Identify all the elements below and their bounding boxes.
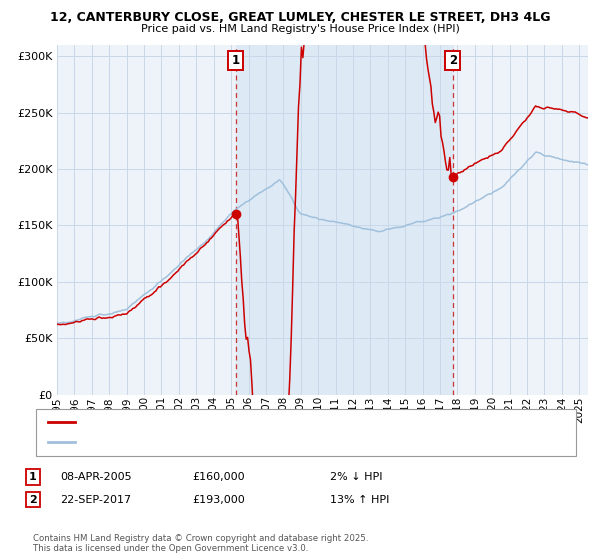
Text: 1: 1: [232, 54, 240, 67]
Text: Contains HM Land Registry data © Crown copyright and database right 2025.
This d: Contains HM Land Registry data © Crown c…: [33, 534, 368, 553]
Text: 2% ↓ HPI: 2% ↓ HPI: [330, 472, 383, 482]
Text: 2: 2: [449, 54, 457, 67]
Text: HPI: Average price, detached house, County Durham: HPI: Average price, detached house, Coun…: [81, 437, 339, 447]
Text: 13% ↑ HPI: 13% ↑ HPI: [330, 494, 389, 505]
Text: £193,000: £193,000: [192, 494, 245, 505]
Text: £160,000: £160,000: [192, 472, 245, 482]
Text: 1: 1: [29, 472, 37, 482]
Text: 12, CANTERBURY CLOSE, GREAT LUMLEY, CHESTER LE STREET, DH3 4LG (detached house): 12, CANTERBURY CLOSE, GREAT LUMLEY, CHES…: [81, 417, 525, 427]
Text: 22-SEP-2017: 22-SEP-2017: [60, 494, 131, 505]
Text: Price paid vs. HM Land Registry's House Price Index (HPI): Price paid vs. HM Land Registry's House …: [140, 24, 460, 34]
Text: 08-APR-2005: 08-APR-2005: [60, 472, 131, 482]
Text: 2: 2: [29, 494, 37, 505]
Text: 12, CANTERBURY CLOSE, GREAT LUMLEY, CHESTER LE STREET, DH3 4LG: 12, CANTERBURY CLOSE, GREAT LUMLEY, CHES…: [50, 11, 550, 24]
Bar: [236, 45, 453, 395]
